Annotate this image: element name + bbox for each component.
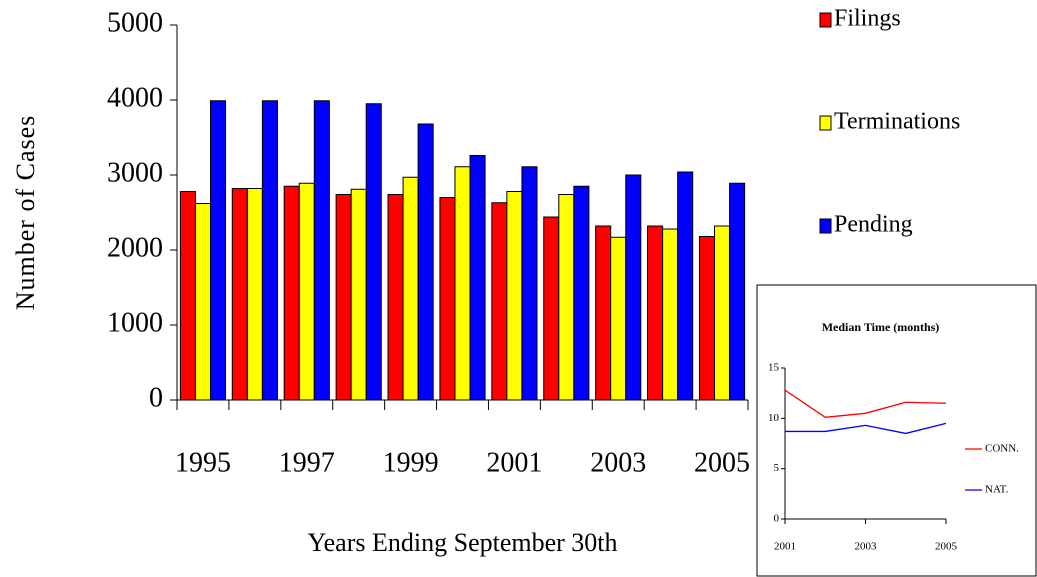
bar	[625, 174, 642, 401]
bar	[729, 182, 746, 401]
x-tick-label: 2001	[774, 541, 796, 553]
y-axis-label: Number of Cases	[11, 115, 40, 311]
bar	[662, 228, 679, 401]
bar	[573, 185, 590, 401]
legend-swatch	[819, 12, 832, 28]
bar	[521, 166, 538, 401]
bar	[469, 155, 486, 401]
x-tick-label: 2005	[694, 447, 750, 478]
bar	[194, 203, 211, 401]
x-tick-label: 1999	[383, 447, 439, 478]
bar	[402, 176, 419, 401]
bar	[558, 194, 575, 401]
x-tick-label: 1995	[175, 447, 231, 478]
bar	[365, 103, 382, 401]
bar	[313, 100, 330, 401]
bar	[298, 182, 315, 401]
y-tick-label: 1000	[107, 307, 163, 338]
y-tick-label: 5000	[107, 7, 163, 38]
x-tick-label: 2005	[935, 541, 958, 553]
y-tick-label: 5	[774, 462, 780, 474]
legend-swatch	[819, 115, 832, 131]
y-tick-label: 4000	[107, 82, 163, 113]
bar	[350, 188, 367, 401]
bar	[439, 197, 456, 401]
bar	[246, 188, 263, 401]
bar	[595, 225, 612, 401]
chart-title: Median Time (months)	[822, 320, 940, 334]
bar	[209, 100, 227, 401]
x-tick-label: 2003	[855, 541, 878, 553]
x-tick-label: 2001	[486, 447, 542, 478]
bar	[491, 202, 508, 401]
x-tick-label: 2003	[590, 447, 646, 478]
bar	[231, 188, 248, 401]
y-tick-label: 0	[774, 513, 780, 525]
bar	[543, 216, 560, 401]
bar	[714, 225, 731, 401]
y-tick-label: 2000	[107, 232, 163, 263]
line-series	[785, 422, 947, 435]
bar	[387, 194, 404, 401]
bar	[283, 185, 300, 401]
line-series	[784, 389, 947, 418]
legend-label: Pending	[834, 212, 913, 238]
legend-label: NAT.	[985, 484, 1009, 496]
legend-label: CONN.	[985, 443, 1019, 455]
x-axis-label: Years Ending September 30th	[307, 528, 617, 557]
inset-frame	[756, 284, 1037, 577]
y-tick-label: 3000	[107, 157, 163, 188]
y-tick-label: 0	[149, 382, 163, 413]
bar	[698, 236, 716, 401]
legend-swatch	[819, 218, 832, 234]
bar	[506, 191, 523, 401]
y-tick-label: 15	[768, 362, 780, 374]
bar	[610, 236, 627, 401]
x-tick-label: 1997	[279, 447, 335, 478]
bar	[261, 100, 278, 401]
legend-label: Terminations	[834, 109, 960, 135]
bar	[677, 171, 694, 401]
bar	[335, 194, 352, 401]
bar	[179, 191, 196, 401]
bar	[647, 225, 664, 401]
bar	[417, 123, 434, 401]
y-tick-label: 10	[768, 412, 780, 424]
legend-label: Filings	[834, 6, 901, 32]
bar	[454, 166, 471, 401]
